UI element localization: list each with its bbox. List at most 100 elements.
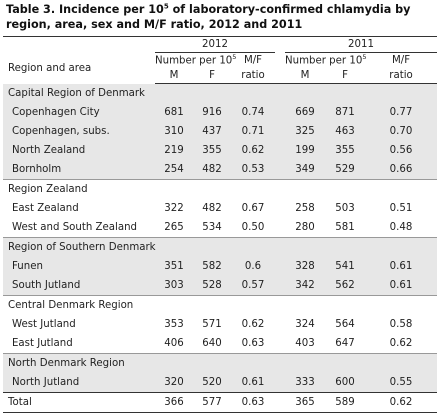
spacer-cell — [275, 218, 285, 238]
incidence-table: 2012 2011 Region and area Number per 105… — [3, 36, 438, 413]
value-cell-r12: 0.62 — [241, 319, 265, 330]
value-cell-r12: 0.50 — [241, 222, 265, 233]
spacer-cell — [275, 315, 285, 334]
value-cell-r11: 0.56 — [365, 141, 438, 160]
year-2011-header: 2011 — [285, 36, 438, 53]
total-row: Total 366 577 0.63 365 589 0.62 — [3, 392, 438, 413]
section-header-row: North Denmark Region — [3, 353, 438, 373]
spacer-cell — [275, 276, 286, 296]
area-cell: Funen — [3, 257, 155, 276]
value-cell-r12: 0.74 — [231, 103, 276, 122]
title-superscript: 5 — [163, 2, 169, 11]
value-cell-m12: 219 — [155, 141, 193, 160]
total-label: Total — [3, 392, 155, 413]
area-cell: South Jutland — [3, 276, 155, 296]
value-cell-m12: 353 — [164, 319, 184, 330]
section-header-row: Central Denmark Region — [3, 295, 438, 315]
spacer-cell — [275, 373, 286, 393]
value-cell-f11: 503 — [335, 203, 355, 214]
value-cell-f11: 871 — [325, 103, 366, 122]
value-cell-r11: 0.77 — [365, 103, 438, 122]
spacer-cell — [275, 141, 286, 160]
value-cell-r12: 0.63 — [241, 338, 265, 349]
area-cell: North Jutland — [3, 373, 155, 393]
f-header-2012: F — [193, 67, 231, 84]
value-cell-m11: 325 — [285, 122, 326, 141]
area-cell: North Zealand — [3, 141, 155, 160]
table-row: Funen 351 582 0.6 328 541 0.61 — [3, 257, 438, 276]
section-header-row: Region of Southern Denmark — [3, 237, 438, 257]
total-value-f12: 577 — [193, 392, 231, 413]
spacer-cell — [275, 334, 285, 354]
value-cell-f12: 571 — [202, 319, 222, 330]
value-cell-f12: 437 — [193, 122, 231, 141]
section-title: Central Denmark Region — [3, 295, 438, 315]
spacer-cell — [275, 160, 286, 180]
value-cell-r12: 0.67 — [241, 203, 265, 214]
value-cell-m12: 320 — [155, 373, 193, 393]
m-header-2012: M — [155, 67, 193, 84]
value-cell-m12: 351 — [155, 257, 193, 276]
value-cell-f12: 916 — [193, 103, 231, 122]
value-cell-f11: 529 — [325, 160, 366, 180]
value-cell-f11: 581 — [335, 222, 355, 233]
table-row: Copenhagen, subs. 310 437 0.71 325 463 0.70 — [3, 122, 438, 141]
value-cell-r11: 0.62 — [389, 338, 413, 349]
value-cell-r12: 0.6 — [231, 257, 276, 276]
ratio-header-2012: ratio — [231, 67, 276, 84]
value-cell-m12: 254 — [155, 160, 193, 180]
value-cell-m11: 258 — [295, 203, 315, 214]
table-row: West Jutland 353 571 0.62 324 564 0.58 — [3, 315, 437, 334]
spacer-cell — [275, 122, 286, 141]
value-cell-f12: 520 — [193, 373, 231, 393]
spacer-cell — [275, 257, 286, 276]
number-per-header-2012: Number per 105 — [155, 53, 237, 67]
mf-header-2011: M/F — [391, 54, 411, 66]
value-cell-m11: 328 — [285, 257, 326, 276]
total-value-r12: 0.63 — [231, 392, 276, 413]
area-cell: East Zealand — [12, 203, 79, 214]
value-cell-m12: 303 — [155, 276, 193, 296]
table-row: South Jutland 303 528 0.57 342 562 0.61 — [3, 276, 438, 296]
table-row: North Zealand 219 355 0.62 199 355 0.56 — [3, 141, 438, 160]
value-cell-m12: 406 — [164, 338, 184, 349]
f-header-2011: F — [325, 67, 366, 84]
value-cell-f12: 482 — [202, 203, 222, 214]
value-cell-r11: 0.66 — [365, 160, 438, 180]
table-title: Table 3. Incidence per 105 of laboratory… — [6, 2, 436, 32]
value-cell-r11: 0.61 — [365, 257, 438, 276]
area-cell: West Jutland — [12, 319, 76, 330]
table-row: Bornholm 254 482 0.53 349 529 0.66 — [3, 160, 438, 180]
value-cell-f12: 528 — [193, 276, 231, 296]
header-row-years: 2012 2011 — [3, 36, 438, 53]
value-cell-r12: 0.57 — [231, 276, 276, 296]
value-cell-m11: 349 — [285, 160, 326, 180]
value-cell-m11: 280 — [295, 222, 315, 233]
total-value-m12: 366 — [155, 392, 193, 413]
value-cell-r12: 0.62 — [231, 141, 276, 160]
spacer-cell — [275, 199, 285, 218]
area-cell: Copenhagen, subs. — [3, 122, 155, 141]
value-cell-m12: 322 — [164, 203, 184, 214]
header-row-units: Region and area Number per 105 M/F Numbe… — [3, 53, 437, 73]
table-row: North Jutland 320 520 0.61 333 600 0.55 — [3, 373, 438, 393]
value-cell-r11: 0.48 — [389, 222, 413, 233]
value-cell-m12: 310 — [155, 122, 193, 141]
value-cell-m11: 199 — [285, 141, 326, 160]
value-cell-r11: 0.55 — [365, 373, 438, 393]
value-cell-r12: 0.53 — [231, 160, 276, 180]
value-cell-f12: 482 — [193, 160, 231, 180]
value-cell-f12: 534 — [202, 222, 222, 233]
value-cell-r11: 0.61 — [365, 276, 438, 296]
title-text: Table 3. Incidence per 10 — [6, 3, 164, 16]
value-cell-f12: 355 — [193, 141, 231, 160]
region-area-header: Region and area — [8, 62, 92, 74]
section-header-row: Region Zealand — [3, 179, 438, 199]
value-cell-f12: 582 — [193, 257, 231, 276]
value-cell-f11: 463 — [325, 122, 366, 141]
value-cell-f11: 355 — [325, 141, 366, 160]
area-cell: West and South Zealand — [12, 222, 138, 233]
number-per-header-2011: Number per 105 — [285, 53, 367, 67]
title-text-rest: of laboratory-confirmed chlamydia by — [168, 3, 411, 16]
